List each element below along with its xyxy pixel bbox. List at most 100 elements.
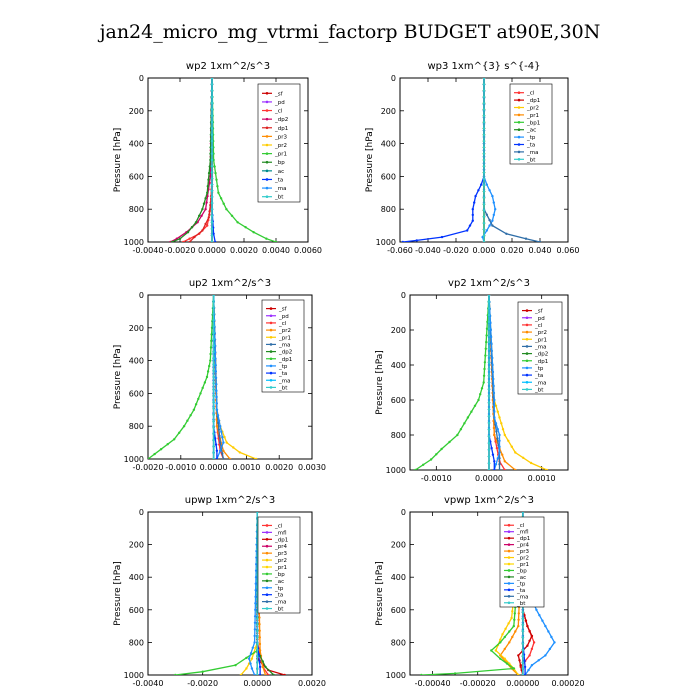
series-marker <box>482 108 486 111</box>
series-marker <box>214 364 217 367</box>
series-marker <box>265 237 268 240</box>
series-marker <box>256 648 259 652</box>
series-marker <box>521 617 525 620</box>
series-marker <box>170 240 174 242</box>
series-marker <box>239 673 243 675</box>
series-marker <box>209 203 212 207</box>
series-marker <box>526 624 529 628</box>
series-marker <box>212 451 215 454</box>
series-marker <box>253 673 256 675</box>
series-marker <box>230 214 234 217</box>
series-marker <box>512 624 515 628</box>
series-marker <box>491 370 495 374</box>
x-tick-label: -0.0010 <box>165 463 196 472</box>
series-marker <box>166 443 169 446</box>
series-marker <box>210 164 214 168</box>
series-marker <box>255 457 258 459</box>
series-marker <box>212 438 215 442</box>
series-marker <box>487 468 491 470</box>
series-marker <box>256 636 259 639</box>
series-marker <box>210 221 214 224</box>
series-marker <box>212 382 215 385</box>
series-marker <box>215 408 219 411</box>
y-tick-label: 200 <box>129 324 144 333</box>
legend-label: _bt <box>526 157 536 163</box>
series-marker <box>496 437 499 440</box>
legend-marker <box>269 321 273 325</box>
legend-marker <box>265 109 269 112</box>
series-marker <box>498 433 501 437</box>
legend-marker <box>265 195 269 198</box>
series-marker <box>489 328 492 332</box>
legend-label: _cl <box>516 523 525 529</box>
series-marker <box>453 672 457 675</box>
series-marker <box>264 665 267 669</box>
series-marker <box>283 673 286 675</box>
series-marker <box>210 89 214 92</box>
series-marker <box>494 422 498 425</box>
legend-marker <box>525 352 529 355</box>
series-marker <box>491 453 495 456</box>
series-marker <box>482 184 486 187</box>
series-marker <box>553 641 556 644</box>
series-marker <box>482 114 486 118</box>
legend-label: _tp <box>516 581 526 587</box>
series-marker <box>254 595 257 598</box>
series-marker <box>256 642 259 645</box>
series-marker <box>210 83 214 86</box>
series-marker <box>487 295 491 297</box>
series-marker <box>209 352 212 356</box>
series-marker <box>210 152 214 155</box>
legend-label: _dp1 <box>278 357 292 363</box>
series-marker <box>186 231 190 234</box>
series-marker <box>535 608 538 611</box>
series-marker <box>494 463 498 466</box>
y-tick-label: 200 <box>129 541 144 550</box>
series-marker <box>215 395 218 399</box>
series-marker <box>220 430 223 433</box>
series-marker <box>482 78 486 80</box>
legend-label: _pr2 <box>534 330 547 336</box>
y-tick-label: 1000 <box>124 455 144 464</box>
legend-marker <box>265 565 269 569</box>
series-marker <box>253 615 257 618</box>
series-marker <box>204 208 207 211</box>
series-marker <box>210 339 213 343</box>
legend-label: _pr4 <box>274 544 288 550</box>
series-marker <box>232 446 235 449</box>
x-tick-label: 0.0000 <box>200 463 228 472</box>
series-marker <box>212 426 215 429</box>
series-marker <box>219 425 222 428</box>
series-marker <box>501 633 504 636</box>
series-marker <box>493 398 496 402</box>
series-marker <box>487 334 491 337</box>
series-marker <box>258 642 262 646</box>
legend-marker <box>507 575 511 579</box>
series-marker <box>471 219 474 222</box>
series-marker <box>429 458 433 461</box>
series-marker <box>482 177 486 181</box>
series-marker <box>487 361 491 364</box>
series-marker <box>510 616 513 620</box>
legend: _sf _pd _cl _dp2 _dp1 _pr3 _pr2 _pr1 _bp _ac _ta _m… <box>257 83 301 203</box>
series-marker <box>210 177 214 180</box>
series-marker <box>482 102 486 105</box>
series-marker <box>517 624 520 628</box>
series-marker <box>468 224 472 227</box>
series-marker <box>422 463 425 466</box>
series-marker <box>258 659 261 662</box>
legend-box <box>257 516 301 614</box>
series-marker <box>253 641 256 644</box>
series-marker <box>189 414 192 417</box>
figure-title: jan24_micro_mg_vtrmi_factorp BUDGET at90… <box>98 21 601 43</box>
series-marker <box>530 634 534 638</box>
legend: _cl_dp1 _pr2_pr1_bp1 _ac_tp _ta_ma_bt <box>509 83 553 165</box>
series-marker <box>522 456 525 459</box>
series-marker <box>459 428 463 431</box>
legend-marker <box>525 388 529 391</box>
series-marker <box>487 388 491 391</box>
series-marker <box>201 229 204 232</box>
series-marker <box>194 403 198 406</box>
series-marker <box>521 667 525 670</box>
legend-label: _ac <box>516 575 526 581</box>
